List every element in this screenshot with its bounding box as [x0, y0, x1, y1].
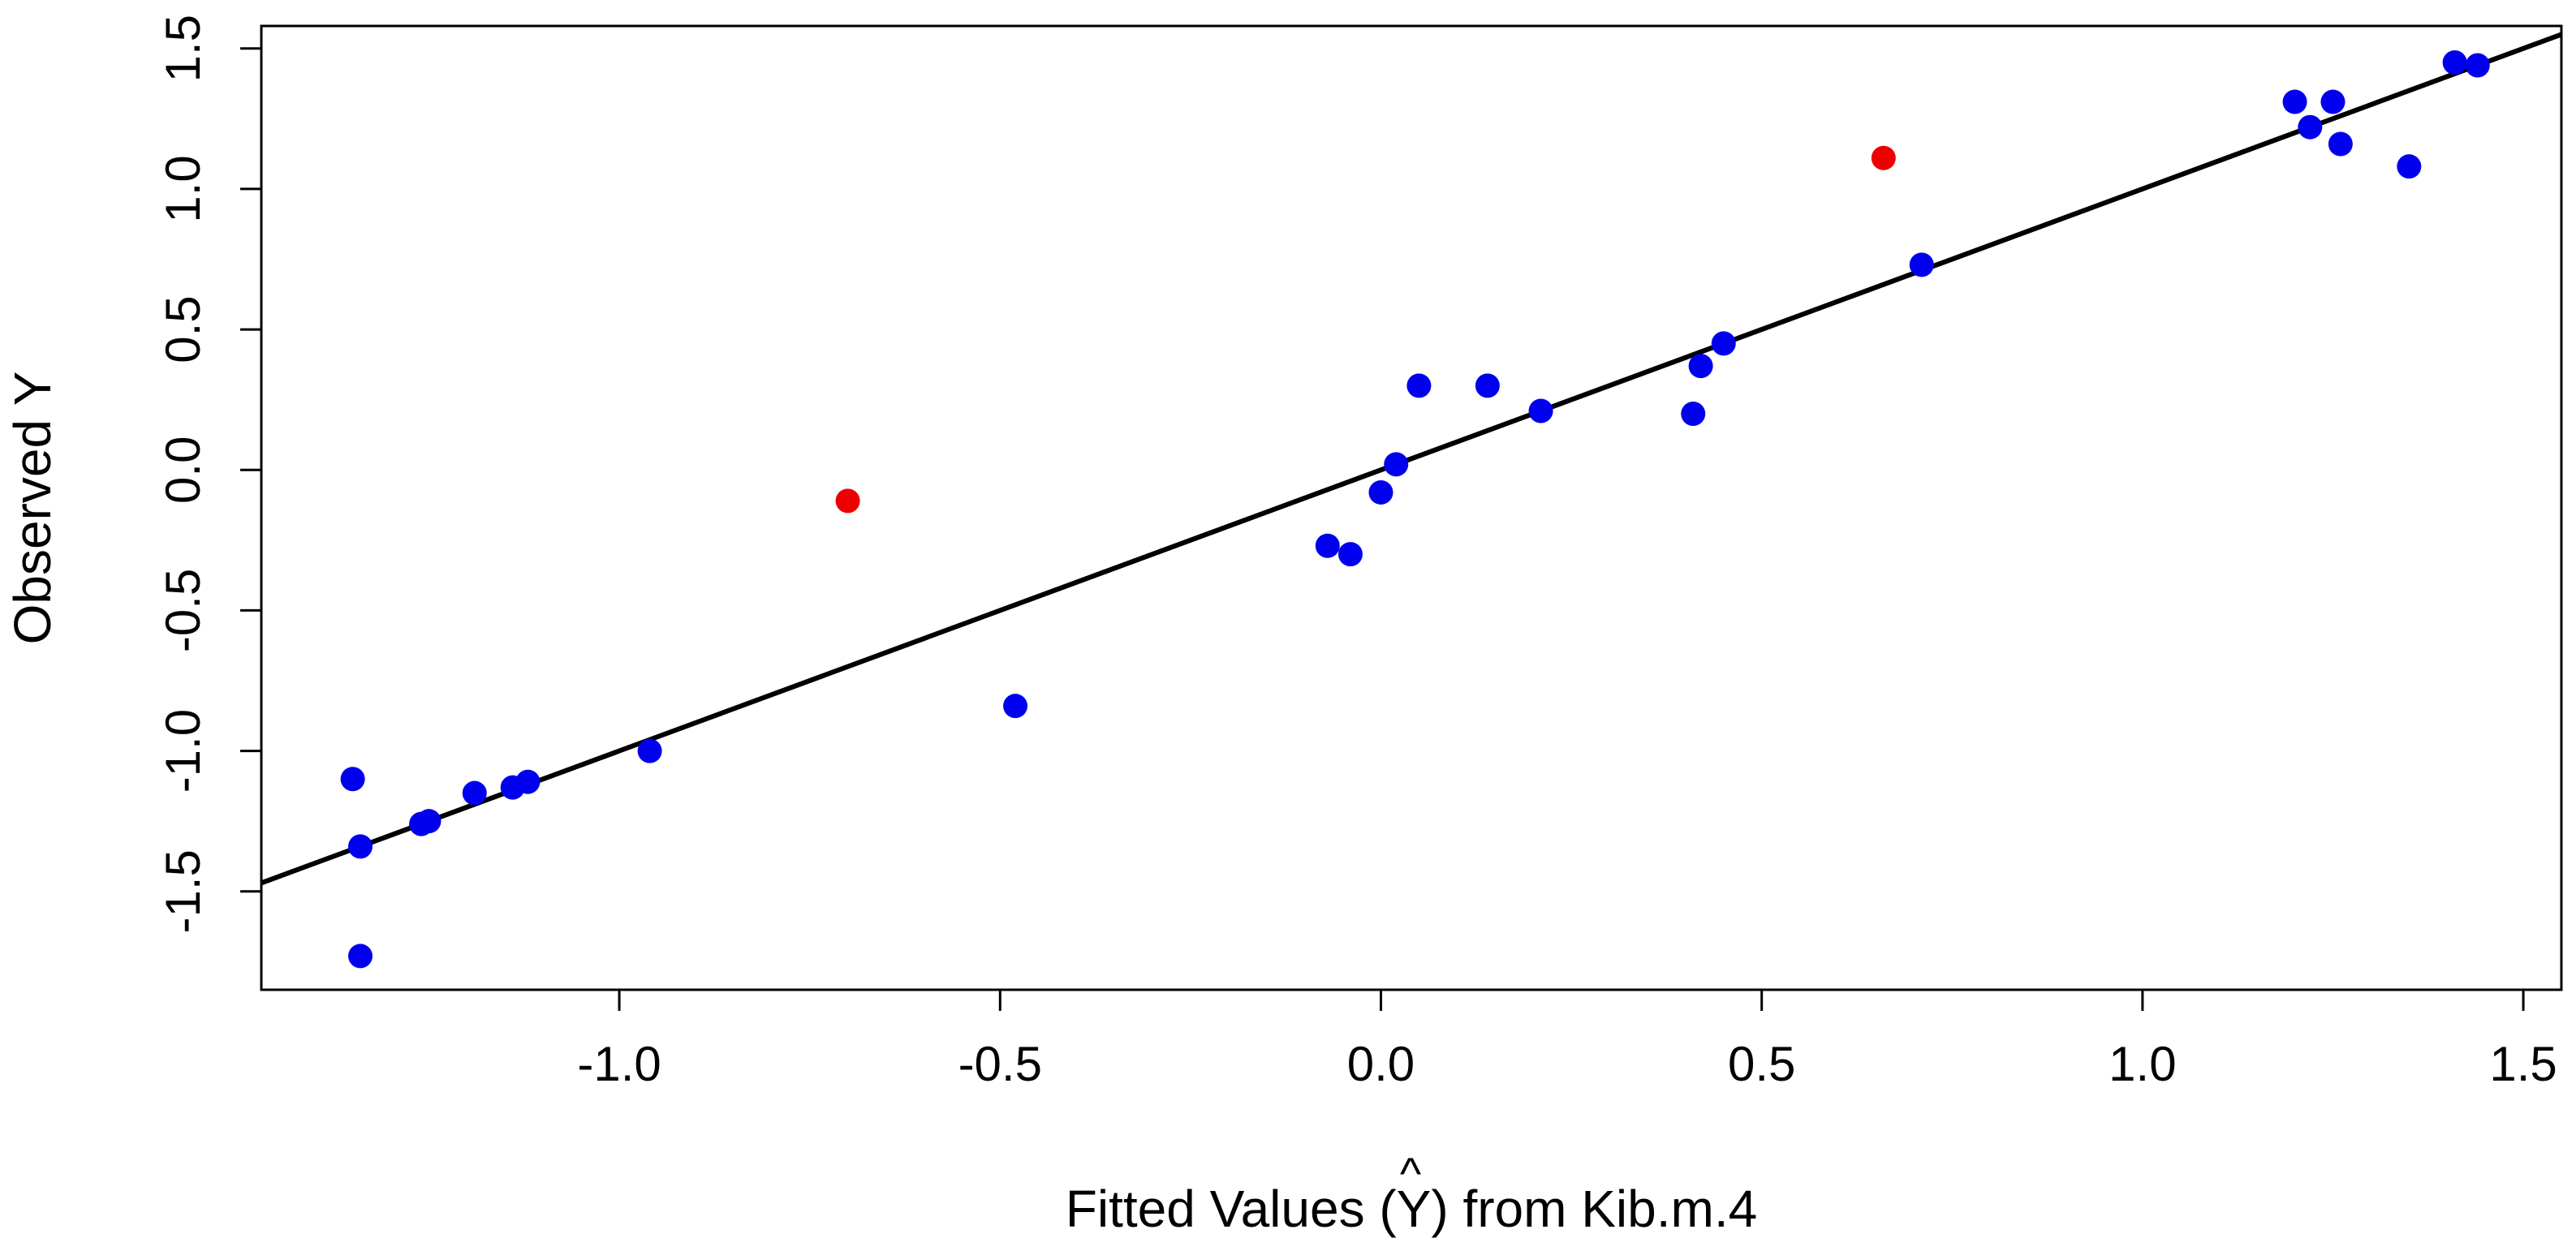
x-axis-label-hat: ^ — [1400, 1148, 1421, 1199]
data-point — [2465, 53, 2490, 78]
data-point — [1338, 542, 1363, 567]
data-point — [2320, 89, 2346, 114]
x-tick-label: 1.0 — [2109, 1037, 2176, 1091]
data-point — [1681, 401, 1706, 426]
data-point — [1406, 373, 1432, 398]
data-point — [462, 780, 487, 806]
data-point — [1909, 252, 1934, 277]
data-point — [2298, 114, 2323, 140]
data-point — [347, 944, 373, 969]
data-point — [1528, 398, 1553, 423]
data-point — [2282, 89, 2307, 114]
data-point — [2442, 50, 2467, 75]
data-point — [1384, 452, 1409, 477]
data-point — [1711, 331, 1736, 356]
y-axis-label: Observed Y — [3, 372, 62, 645]
x-tick-label: 1.5 — [2489, 1037, 2557, 1091]
highlighted-point — [1871, 145, 1896, 170]
data-point — [347, 834, 373, 859]
data-point — [637, 738, 662, 763]
y-tick-label: 0.0 — [156, 436, 210, 504]
data-point — [416, 809, 442, 834]
x-axis-label: Fitted Values (Y) from Kib.m.4 — [1066, 1180, 1757, 1238]
y-tick-label: 0.5 — [156, 295, 210, 363]
reference-line — [261, 32, 2561, 886]
x-tick-label: -0.5 — [958, 1037, 1042, 1091]
data-point — [1003, 694, 1028, 719]
x-tick-label: -1.0 — [577, 1037, 661, 1091]
highlighted-point — [835, 488, 860, 514]
data-point — [1475, 373, 1500, 398]
data-points — [340, 50, 2490, 969]
y-axis: -1.5 -1.0 -0.5 0.0 0.5 1.0 1.5 — [156, 15, 261, 933]
data-point — [340, 767, 365, 792]
data-point — [515, 769, 541, 794]
data-point — [2397, 154, 2422, 179]
x-tick-label: 0.5 — [1728, 1037, 1795, 1091]
y-hat-symbol: Y — [1397, 1180, 1432, 1238]
y-tick-label: 1.5 — [156, 15, 210, 82]
x-tick-label: 0.0 — [1347, 1037, 1415, 1091]
x-axis: -1.0 -0.5 0.0 0.5 1.0 1.5 — [577, 990, 2557, 1091]
plot-frame — [260, 24, 2563, 991]
data-point — [1368, 479, 1394, 505]
data-point — [1315, 533, 1340, 558]
y-tick-label: -1.5 — [156, 849, 210, 933]
reference-line-group — [261, 32, 2561, 886]
y-tick-label: -1.0 — [156, 709, 210, 793]
data-point — [1688, 354, 1713, 379]
y-tick-label: 1.0 — [156, 155, 210, 222]
data-point — [2328, 131, 2353, 157]
y-tick-label: -0.5 — [156, 569, 210, 652]
